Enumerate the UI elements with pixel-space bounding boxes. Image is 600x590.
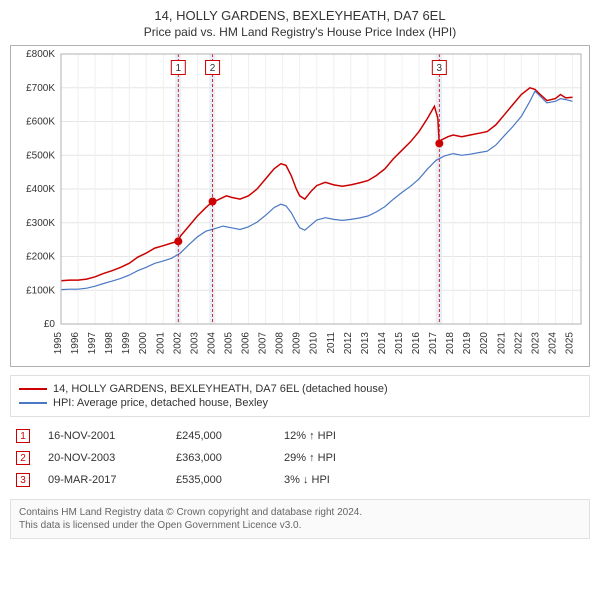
transaction-date: 09-MAR-2017 (48, 474, 158, 486)
chart-plot-wrapper: £0 £100K £200K £300K £400K £500K £600K £700K £80… (10, 45, 590, 367)
legend-item: 14, HOLLY GARDENS, BEXLEYHEATH, DA7 6EL … (19, 382, 581, 396)
x-tick-label: 2022 (513, 332, 524, 355)
x-tick-label: 2021 (496, 332, 507, 355)
transaction-row: 3 09-MAR-2017 £535,000 3% ↓ HPI (10, 469, 590, 491)
x-tick-label: 2023 (530, 332, 541, 355)
legend-label: 14, HOLLY GARDENS, BEXLEYHEATH, DA7 6EL … (53, 383, 388, 395)
legend: 14, HOLLY GARDENS, BEXLEYHEATH, DA7 6EL … (10, 375, 590, 417)
x-tick-label: 2004 (206, 332, 217, 355)
legend-swatch (19, 402, 47, 404)
x-tick-label: 2001 (155, 332, 166, 355)
x-tick-label: 2005 (223, 332, 234, 355)
x-tick-label: 1995 (53, 332, 64, 355)
footer-line: This data is licensed under the Open Gov… (19, 519, 581, 532)
x-tick-label: 2010 (309, 332, 320, 355)
transaction-price: £363,000 (176, 452, 266, 464)
transaction-marker: 3 (16, 473, 30, 487)
transaction-point (174, 237, 182, 245)
legend-swatch (19, 388, 47, 390)
chart-subtitle: Price paid vs. HM Land Registry's House … (10, 25, 590, 39)
transaction-price: £535,000 (176, 474, 266, 486)
y-tick-label: £200K (26, 252, 55, 263)
marker-label-text: 2 (210, 63, 216, 74)
x-tick-label: 2020 (479, 332, 490, 355)
y-tick-label: £800K (26, 49, 55, 60)
y-tick-label: £500K (26, 150, 55, 161)
x-tick-label: 1996 (70, 332, 81, 355)
x-tick-label: 2008 (275, 332, 286, 355)
transaction-point (209, 197, 217, 205)
footer-line: Contains HM Land Registry data © Crown c… (19, 506, 581, 519)
x-tick-label: 2015 (394, 332, 405, 355)
transaction-delta: 3% ↓ HPI (284, 474, 394, 486)
transaction-row: 2 20-NOV-2003 £363,000 29% ↑ HPI (10, 447, 590, 469)
y-tick-label: £400K (26, 184, 55, 195)
x-tick-label: 2016 (411, 332, 422, 355)
x-tick-label: 2000 (138, 332, 149, 355)
marker-label-text: 1 (176, 63, 182, 74)
y-tick-label: £300K (26, 218, 55, 229)
y-tick-label: £700K (26, 83, 55, 94)
x-tick-label: 1997 (87, 332, 98, 355)
x-tick-label: 2014 (377, 332, 388, 355)
line-chart: £0 £100K £200K £300K £400K £500K £600K £700K £80… (11, 46, 589, 366)
x-tick-label: 1998 (104, 332, 115, 355)
x-tick-label: 2017 (428, 332, 439, 355)
x-tick-label: 1999 (121, 332, 132, 355)
transaction-date: 16-NOV-2001 (48, 430, 158, 442)
x-tick-label: 2011 (326, 332, 337, 354)
x-tick-label: 2024 (547, 332, 558, 355)
y-tick-label: £600K (26, 117, 55, 128)
x-tick-label: 2009 (292, 332, 303, 355)
transaction-delta: 12% ↑ HPI (284, 430, 394, 442)
x-tick-label: 2007 (258, 332, 269, 355)
transaction-point (435, 139, 443, 147)
transaction-price: £245,000 (176, 430, 266, 442)
transaction-marker: 2 (16, 451, 30, 465)
y-tick-label: £100K (26, 285, 55, 296)
transaction-row: 1 16-NOV-2001 £245,000 12% ↑ HPI (10, 425, 590, 447)
x-tick-label: 2012 (343, 332, 354, 355)
marker-label-text: 3 (437, 63, 443, 74)
x-tick-label: 2002 (172, 332, 183, 355)
x-tick-label: 2019 (462, 332, 473, 355)
x-tick-label: 2025 (564, 332, 575, 355)
transactions-table: 1 16-NOV-2001 £245,000 12% ↑ HPI 2 20-NOV-200… (10, 425, 590, 491)
footer-attribution: Contains HM Land Registry data © Crown c… (10, 499, 590, 539)
y-tick-label: £0 (44, 319, 56, 330)
chart-container: 14, HOLLY GARDENS, BEXLEYHEATH, DA7 6EL … (0, 0, 600, 549)
x-tick-label: 2003 (189, 332, 200, 355)
chart-title: 14, HOLLY GARDENS, BEXLEYHEATH, DA7 6EL (10, 8, 590, 23)
transaction-marker: 1 (16, 429, 30, 443)
x-tick-label: 2013 (360, 332, 371, 355)
transaction-delta: 29% ↑ HPI (284, 452, 394, 464)
x-tick-label: 2006 (241, 332, 252, 355)
legend-item: HPI: Average price, detached house, Bexl… (19, 396, 581, 410)
transaction-date: 20-NOV-2003 (48, 452, 158, 464)
legend-label: HPI: Average price, detached house, Bexl… (53, 397, 268, 409)
x-tick-label: 2018 (445, 332, 456, 355)
